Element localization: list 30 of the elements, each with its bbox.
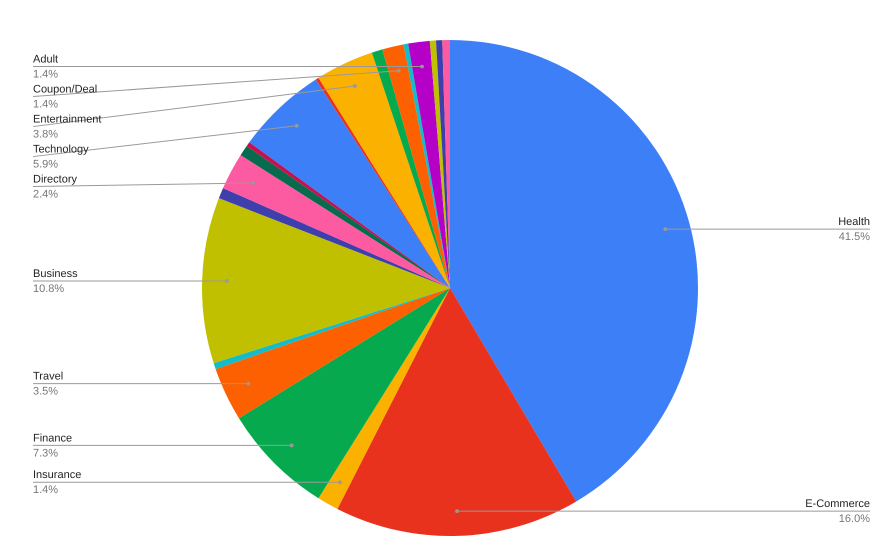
data-label: 16.0% [838,513,870,526]
slice-label: Business [33,268,78,280]
pie-slice [218,188,450,288]
data-label: 1.4% [33,68,58,81]
data-label: 2.4% [33,188,58,201]
data-label: 3.8% [33,128,58,141]
pie-slice [430,40,450,288]
slice-label: Adult [33,54,58,66]
data-label: 1.4% [33,98,58,111]
pie-slice [216,288,450,418]
slice-label: Entertainment [33,114,102,126]
pie-slice [318,288,450,509]
data-label: 3.5% [33,386,58,398]
slice-label: Travel [33,370,64,383]
slice-label: E-Commerce [805,498,870,510]
pie-slice [238,288,450,498]
slice-label: Finance [33,432,72,444]
slice-label: Coupon/Deal [33,84,98,96]
slice-label: Directory [33,174,78,186]
data-label: 7.3% [33,447,58,460]
pie-slice [337,288,576,536]
data-label: 41.5% [838,231,870,244]
data-label: 5.9% [33,158,58,171]
slice-label: Technology [33,144,90,156]
slice-label: Insurance [33,469,82,482]
pie-slice [214,288,450,370]
data-label: 1.4% [33,484,58,496]
data-label: 10.8% [33,282,64,295]
pie-slice [202,198,450,364]
slice-label: Health [838,216,870,228]
